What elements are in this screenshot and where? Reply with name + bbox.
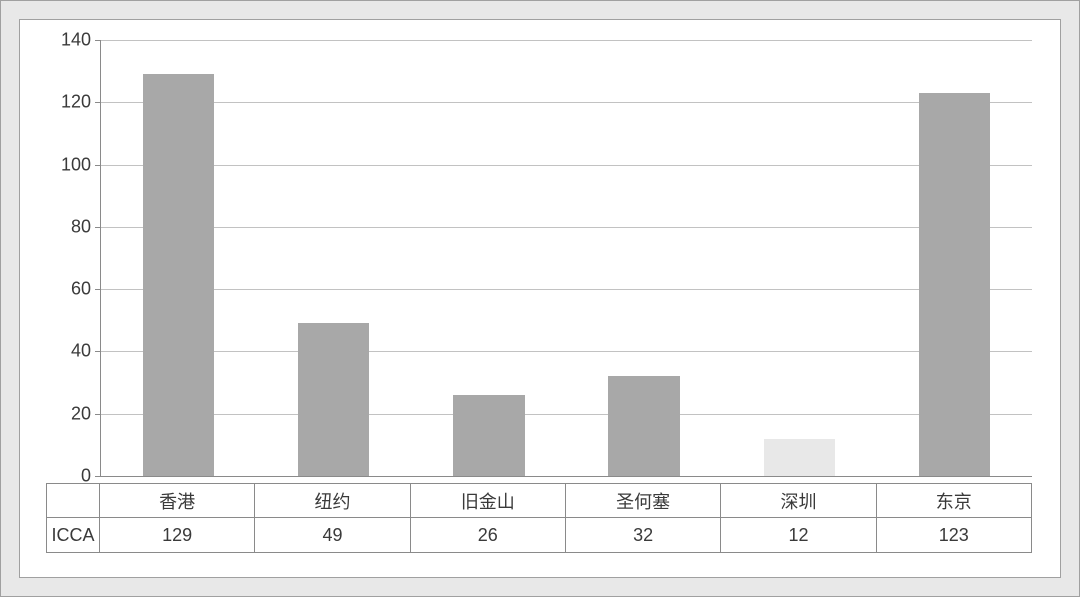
category-cell: 旧金山 <box>411 483 566 518</box>
category-cell: 东京 <box>877 483 1032 518</box>
value-cell: 49 <box>255 518 410 553</box>
series-label: ICCA <box>51 525 94 546</box>
category-cell: 圣何塞 <box>566 483 721 518</box>
bar-slot <box>722 40 877 476</box>
category-cell: 香港 <box>100 483 255 518</box>
bar-slot <box>256 40 411 476</box>
value-cell: 26 <box>411 518 566 553</box>
value-cell: 129 <box>100 518 255 553</box>
bar-slot <box>411 40 566 476</box>
bar <box>298 323 369 476</box>
value-cell: 123 <box>877 518 1032 553</box>
category-row: 香港纽约旧金山圣何塞深圳东京 <box>100 483 1032 518</box>
value-cell: 12 <box>721 518 876 553</box>
data-table: 香港纽约旧金山圣何塞深圳东京 ICCA 12949263212123 <box>100 483 1032 553</box>
bar-slot <box>877 40 1032 476</box>
bars-container <box>101 40 1032 476</box>
chart-frame: 020406080100120140 香港纽约旧金山圣何塞深圳东京 ICCA 1… <box>19 19 1061 578</box>
value-row: ICCA 12949263212123 <box>100 518 1032 553</box>
category-cell: 纽约 <box>255 483 410 518</box>
bar <box>764 439 835 476</box>
bar <box>143 74 214 476</box>
bar <box>453 395 524 476</box>
series-label-cell: ICCA <box>46 518 100 553</box>
value-cell: 32 <box>566 518 721 553</box>
bar-slot <box>101 40 256 476</box>
plot-area: 020406080100120140 <box>100 40 1032 477</box>
category-cell: 深圳 <box>721 483 876 518</box>
bar <box>608 376 679 476</box>
outer-frame: 020406080100120140 香港纽约旧金山圣何塞深圳东京 ICCA 1… <box>0 0 1080 597</box>
bar <box>919 93 990 476</box>
y-tick-mark <box>95 476 101 477</box>
bar-slot <box>567 40 722 476</box>
blank-header-cell <box>46 483 100 518</box>
